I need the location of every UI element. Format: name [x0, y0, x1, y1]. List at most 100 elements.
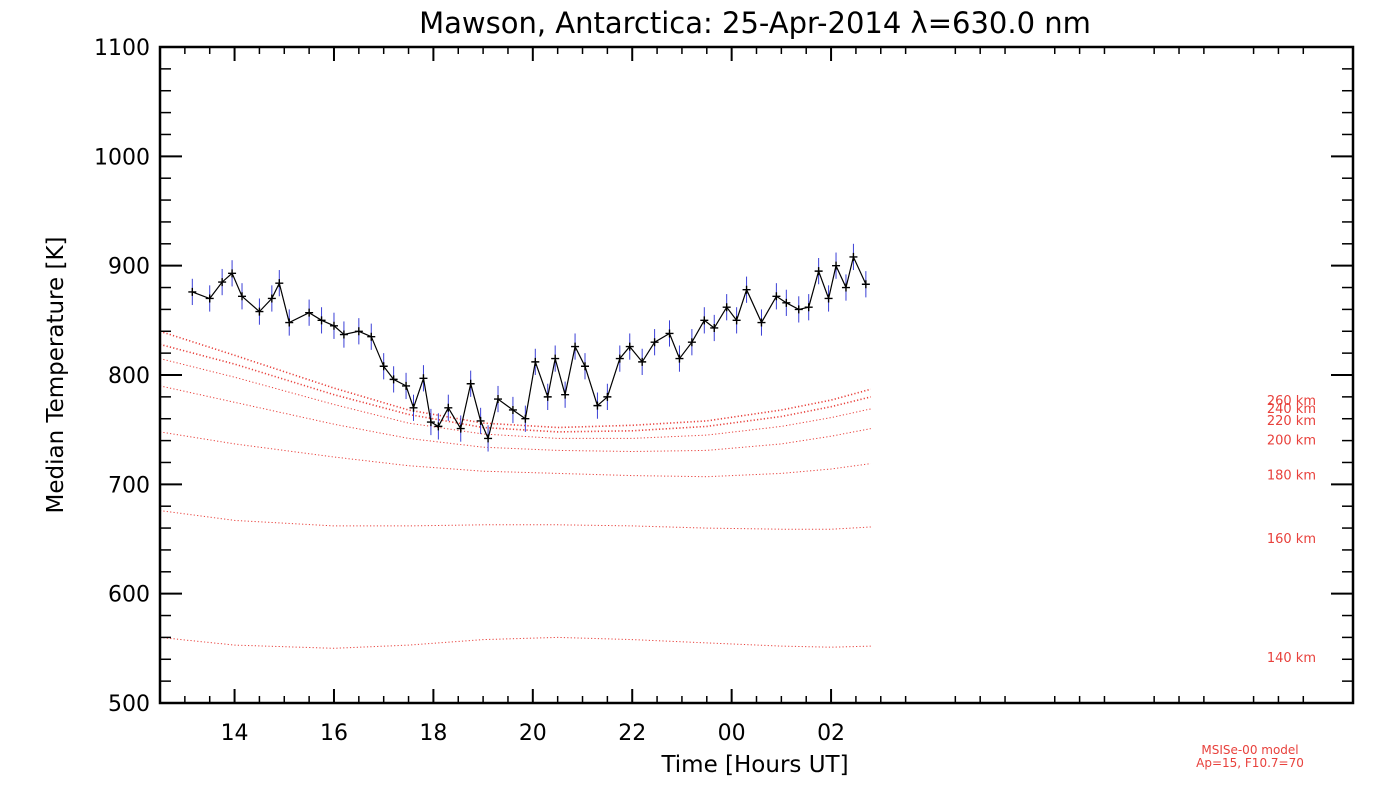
x-tick-label: 02: [817, 721, 845, 746]
data-point: [543, 392, 552, 401]
data-point: [603, 392, 612, 401]
data-point: [354, 327, 363, 336]
data-point: [593, 401, 602, 410]
y-tick-label: 800: [108, 364, 150, 389]
x-tick-label: 20: [519, 721, 547, 746]
data-point: [267, 294, 276, 303]
data-point: [804, 303, 813, 312]
model-note-params: Ap=15, F10.7=70: [1196, 756, 1304, 770]
measured-series: [188, 243, 870, 452]
model-label-220-km: 220 km: [1267, 414, 1316, 429]
data-point: [861, 280, 870, 289]
data-point: [476, 416, 485, 425]
data-point: [402, 381, 411, 390]
model-curve-220-km: [159, 358, 871, 439]
model-curve-260-km: [159, 330, 872, 429]
data-point: [409, 403, 418, 412]
data-point: [732, 316, 741, 325]
data-point: [275, 279, 284, 288]
data-point: [742, 285, 751, 294]
data-point: [794, 305, 803, 314]
data-point: [456, 424, 465, 433]
data-point: [305, 308, 314, 317]
data-point: [379, 362, 388, 371]
data-point: [218, 278, 227, 287]
data-point: [841, 283, 850, 292]
x-axis-label: Time [Hours UT]: [660, 752, 848, 778]
data-point: [772, 292, 781, 301]
y-tick-label: 900: [108, 255, 150, 280]
data-point: [638, 357, 647, 366]
data-point: [188, 287, 197, 296]
data-point: [581, 362, 590, 371]
model-curve-240-km: [159, 343, 871, 433]
data-point: [650, 338, 659, 347]
data-point: [317, 316, 326, 325]
y-tick-label: 500: [108, 692, 150, 717]
y-tick-label: 1100: [94, 36, 150, 61]
data-point: [722, 303, 731, 312]
data-point: [687, 338, 696, 347]
x-tick-label: 22: [618, 721, 646, 746]
data-point: [700, 316, 709, 325]
y-axis-label: Median Temperature [K]: [43, 237, 69, 514]
data-point: [444, 403, 453, 412]
data-point: [466, 379, 475, 388]
measured-line: [192, 255, 867, 441]
y-tick-label: 600: [108, 583, 150, 608]
data-point: [367, 332, 376, 341]
x-tick-label: 18: [419, 721, 447, 746]
data-point: [665, 329, 674, 338]
x-tick-label: 14: [221, 721, 249, 746]
model-label-200-km: 200 km: [1267, 434, 1316, 449]
data-point: [615, 354, 624, 363]
data-point: [675, 354, 684, 363]
y-tick-label: 700: [108, 473, 150, 498]
data-point: [521, 414, 530, 423]
x-tick-label: 16: [320, 721, 348, 746]
axis-ticks: [159, 46, 1354, 704]
data-point: [531, 357, 540, 366]
data-point: [389, 375, 398, 384]
data-point: [561, 390, 570, 399]
data-point: [551, 354, 560, 363]
model-note-name: MSISe-00 model: [1201, 743, 1298, 757]
data-point: [434, 422, 443, 431]
data-point: [571, 342, 580, 351]
model-curve-160-km: [159, 510, 871, 530]
data-point: [824, 294, 833, 303]
data-point: [494, 395, 503, 404]
chart-title: Mawson, Antarctica: 25-Apr-2014 λ=630.0 …: [419, 6, 1091, 40]
data-point: [238, 292, 247, 301]
model-label-160-km: 160 km: [1267, 532, 1316, 547]
tick-labels: 14 16 18 20 22 00 02 500 600 700 800 900 1000 1100: [94, 36, 845, 746]
model-curve-180-km: [159, 431, 871, 478]
data-point: [710, 323, 719, 332]
data-point: [205, 294, 214, 303]
data-point: [228, 269, 237, 278]
plot-frame: [158, 45, 1355, 705]
data-point: [814, 267, 823, 276]
model-label-140-km: 140 km: [1267, 651, 1316, 666]
data-point: [329, 321, 338, 330]
model-label-260-km: 260 km: [1267, 394, 1316, 409]
data-point: [757, 318, 766, 327]
y-tick-label: 1000: [94, 145, 150, 170]
data-point: [625, 342, 634, 351]
data-point: [849, 252, 858, 261]
data-point: [419, 374, 428, 383]
x-tick-label: 00: [718, 721, 746, 746]
model-curve-140-km: [159, 636, 871, 649]
data-point: [339, 330, 348, 339]
data-point: [285, 318, 294, 327]
model-label-240-km: 240 km: [1267, 402, 1316, 417]
data-point: [484, 434, 493, 443]
data-point: [832, 261, 841, 270]
data-point: [255, 307, 264, 316]
data-point: [782, 298, 791, 307]
data-point: [426, 418, 435, 427]
model-label-180-km: 180 km: [1267, 469, 1316, 484]
data-point: [508, 405, 517, 414]
